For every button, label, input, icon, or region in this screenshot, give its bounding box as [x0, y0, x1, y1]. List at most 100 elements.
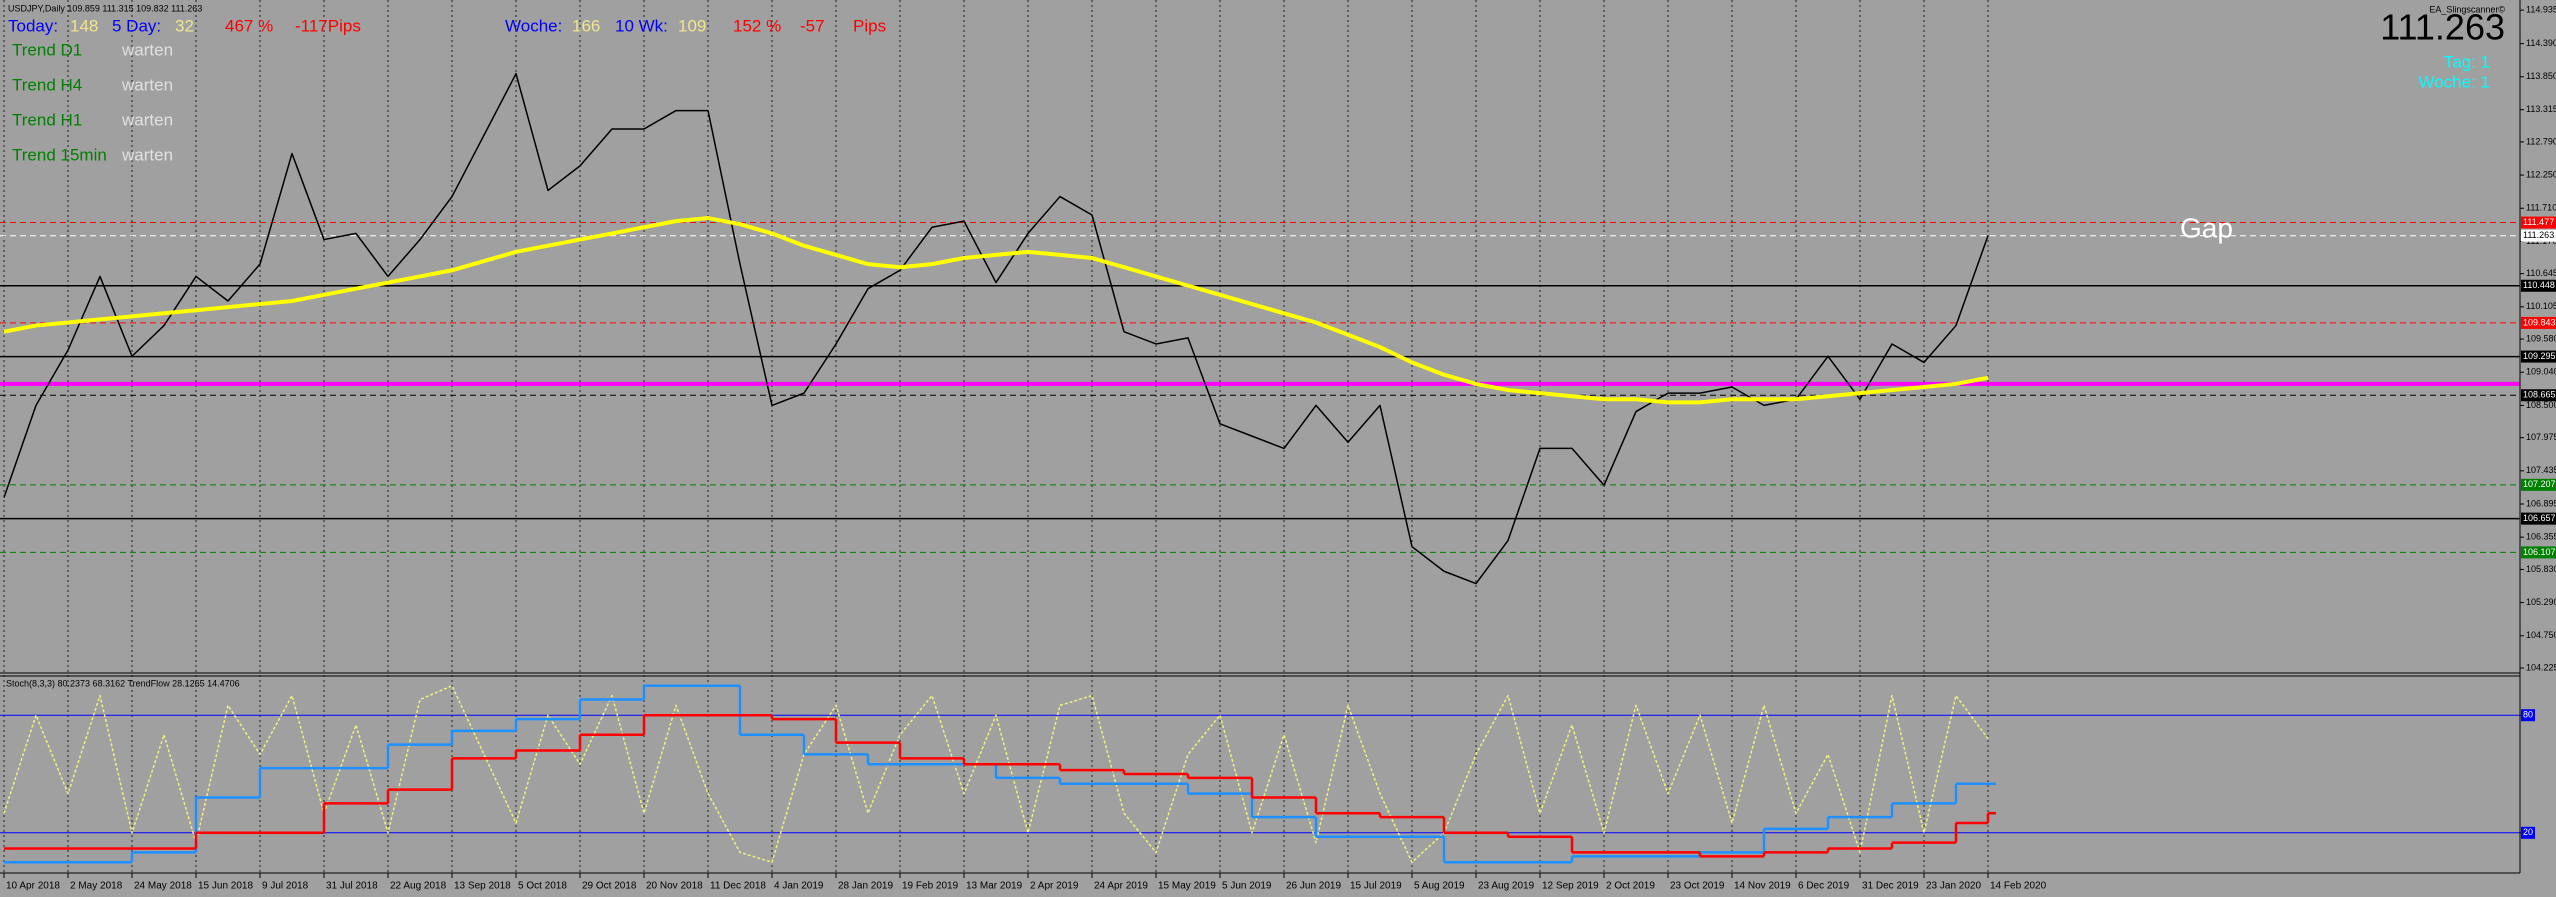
x-tick-label: 19 Feb 2019 — [902, 881, 959, 892]
percent: 467 % — [225, 16, 273, 35]
week-label: Woche: — [505, 16, 562, 35]
y-tick-label: 108.500 — [2526, 400, 2556, 410]
y-tick-label: 104.225 — [2526, 662, 2556, 672]
trend-label: Trend H1 — [12, 110, 82, 129]
x-tick-label: 15 May 2019 — [1158, 881, 1216, 892]
level-box — [2521, 826, 2535, 839]
x-tick-label: 2 May 2018 — [70, 881, 123, 892]
level-box — [2521, 478, 2556, 491]
trend-label: Trend D1 — [12, 40, 82, 59]
trend-list: Trend D1 warten Trend H4 warten Trend H1 wart… — [12, 40, 173, 164]
stoch-line — [3, 685, 1989, 863]
wk10-value: 109 — [678, 16, 706, 35]
level-label: 110.448 — [2523, 280, 2555, 290]
level-label: 111.477 — [2523, 217, 2554, 227]
level-label: 109.843 — [2523, 317, 2556, 327]
ea-name: EA_Slingscanner© — [2429, 4, 2505, 14]
trend-status: warten — [121, 75, 173, 94]
trend-label: Trend 15min — [12, 145, 107, 164]
price-line — [3, 216, 1989, 405]
y-tick-label: 113.315 — [2526, 104, 2556, 114]
x-tick-label: 9 Jul 2018 — [262, 881, 309, 892]
level-box — [2521, 350, 2556, 363]
level-label: 111.263 — [2523, 230, 2554, 240]
trend-status: warten — [121, 40, 173, 59]
x-tick-label: 13 Sep 2018 — [454, 881, 511, 892]
y-tick-label: 105.290 — [2526, 597, 2556, 607]
symbol-info: USDJPY,Daily 109.859 111.315 109.832 111… — [8, 3, 202, 13]
x-tick-label: 10 Apr 2018 — [6, 881, 60, 892]
x-tick-label: 24 Apr 2019 — [1094, 881, 1148, 892]
y-tick-label: 109.580 — [2526, 333, 2556, 343]
x-tick-label: 6 Dec 2019 — [1798, 881, 1850, 892]
y-tick-label: 114.390 — [2526, 38, 2556, 48]
current-price: 111.263 — [2380, 7, 2505, 48]
level-box — [2521, 709, 2535, 722]
level-label: 106.657 — [2523, 513, 2556, 523]
indicator-title: Stoch(8,3,3) 80.2373 68.3162 TrendFlow 2… — [6, 678, 240, 688]
y-tick-label: 107.975 — [2526, 432, 2556, 442]
pips: -117Pips — [295, 16, 361, 35]
trend-status: warten — [121, 110, 173, 129]
x-tick-label: 24 May 2018 — [134, 881, 192, 892]
x-tick-label: 2 Apr 2019 — [1030, 881, 1079, 892]
x-tick-label: 14 Feb 2020 — [1990, 881, 2047, 892]
x-tick-label: 29 Oct 2018 — [582, 881, 637, 892]
y-tick-label: 105.830 — [2526, 564, 2556, 574]
week-pips: -57 — [800, 16, 825, 35]
x-tick-label: 2 Oct 2019 — [1606, 881, 1655, 892]
y-tick-label: 104.750 — [2526, 630, 2556, 640]
y-tick-label: 110.105 — [2526, 301, 2556, 311]
x-tick-label: 31 Jul 2018 — [326, 881, 378, 892]
level-box — [2521, 512, 2556, 525]
y-tick-label: 112.790 — [2526, 136, 2556, 146]
y-tick-label: 112.250 — [2526, 169, 2556, 179]
level-box — [2521, 229, 2556, 242]
level-box — [2521, 316, 2556, 329]
x-tick-label: 23 Jan 2020 — [1926, 881, 1981, 892]
x-tick-label: 11 Dec 2018 — [710, 881, 766, 892]
trend-status: warten — [121, 145, 173, 164]
y-tick-label: 107.435 — [2526, 465, 2556, 475]
y-tick-label: 110.645 — [2526, 268, 2556, 278]
x-tick-label: 28 Jan 2019 — [838, 881, 893, 892]
x-tick-label: 14 Nov 2019 — [1734, 881, 1791, 892]
week-percent: 152 % — [733, 16, 781, 35]
woche-count: Woche: 1 — [2418, 72, 2490, 91]
today-label: Today: — [8, 16, 58, 35]
today-value: 148 — [70, 16, 98, 35]
wk10-label: 10 Wk: — [615, 16, 668, 35]
x-tick-label: 22 Aug 2018 — [390, 881, 447, 892]
level-label: 106.107 — [2523, 547, 2556, 557]
level-label: 108.665 — [2523, 390, 2556, 400]
level-box — [2521, 546, 2556, 559]
y-tick-label: 114.935 — [2526, 5, 2556, 15]
x-tick-label: 12 Sep 2019 — [1542, 881, 1599, 892]
x-tick-label: 26 Jun 2019 — [1286, 881, 1341, 892]
price-line — [3, 72, 1989, 585]
week-value: 166 — [572, 16, 600, 35]
x-tick-label: 5 Oct 2018 — [518, 881, 567, 892]
x-tick-label: 20 Nov 2018 — [646, 881, 703, 892]
gap-label: Gap — [2180, 212, 2233, 243]
level-box — [2521, 279, 2556, 292]
y-tick-label: 111.710 — [2526, 203, 2556, 213]
day5-label: 5 Day: — [112, 16, 161, 35]
week-pips-unit: Pips — [853, 16, 886, 35]
x-tick-label: 23 Aug 2019 — [1478, 881, 1535, 892]
x-tick-label: 23 Oct 2019 — [1670, 881, 1725, 892]
y-tick-label: 80 — [2523, 710, 2533, 720]
y-tick-label: 113.850 — [2526, 71, 2556, 81]
x-tick-label: 4 Jan 2019 — [774, 881, 824, 892]
x-tick-label: 15 Jun 2018 — [198, 881, 253, 892]
level-box — [2521, 389, 2556, 402]
y-tick-label: 106.895 — [2526, 498, 2556, 508]
x-tick-label: 15 Jul 2019 — [1350, 881, 1402, 892]
day5-value: 32 — [175, 16, 194, 35]
y-tick-label: 20 — [2523, 827, 2533, 837]
x-tick-label: 31 Dec 2019 — [1862, 881, 1919, 892]
x-tick-label: 5 Jun 2019 — [1222, 881, 1272, 892]
